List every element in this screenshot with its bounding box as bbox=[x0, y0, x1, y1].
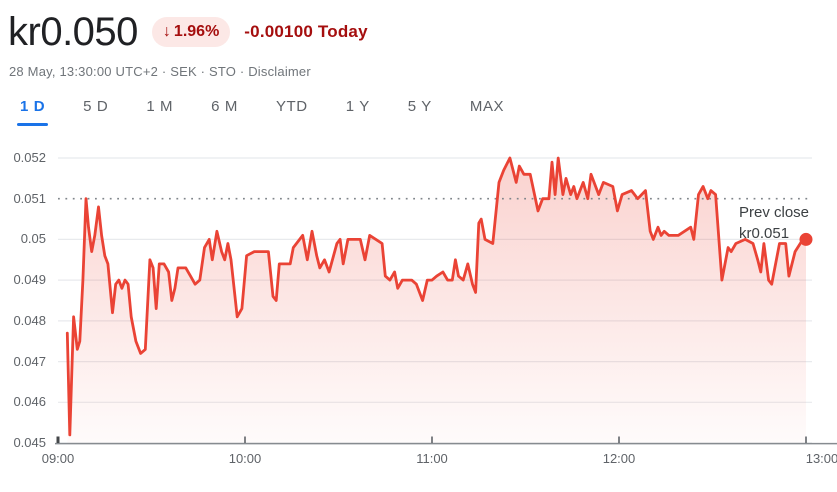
tab-max[interactable]: MAX bbox=[470, 96, 504, 126]
time-range-tabs: 1 D 5 D 1 M 6 M YTD 1 Y 5 Y MAX bbox=[17, 96, 504, 126]
tab-1y[interactable]: 1 Y bbox=[346, 96, 370, 126]
price-line bbox=[65, 156, 808, 437]
tab-5d[interactable]: 5 D bbox=[83, 96, 108, 126]
x-axis-ticks bbox=[56, 436, 807, 443]
x-axis-label: 13:00 bbox=[805, 451, 837, 466]
x-axis-label: 11:00 bbox=[416, 451, 448, 466]
selected-tab-underline bbox=[17, 122, 49, 126]
change-amount: -0.00100 Today bbox=[244, 22, 368, 41]
tab-label: 5 D bbox=[83, 98, 109, 115]
tab-5y[interactable]: 5 Y bbox=[408, 96, 432, 126]
prev-close-line1: Prev close bbox=[739, 204, 810, 221]
tab-label: MAX bbox=[469, 98, 505, 115]
quote-meta: 28 May, 13:30:00 UTC+2 · SEK · STO · Dis… bbox=[9, 64, 311, 79]
x-axis-label: 10:00 bbox=[228, 451, 262, 466]
tab-label: 6 M bbox=[211, 98, 238, 115]
tab-1d[interactable]: 1 D bbox=[17, 96, 49, 126]
y-axis-label: 0.048 bbox=[13, 312, 46, 328]
last-price-dot bbox=[799, 232, 813, 246]
current-price: kr0.050 bbox=[8, 10, 138, 54]
quote-header: kr0.050 ↓ 1.96% -0.00100 Today bbox=[8, 6, 368, 58]
change-percent-value: 1.96% bbox=[173, 23, 220, 40]
disclaimer-link[interactable]: Disclaimer bbox=[248, 64, 311, 79]
price-area-fill bbox=[67, 158, 807, 443]
x-axis-label: 12:00 bbox=[602, 451, 636, 466]
tab-label: 1 M bbox=[146, 98, 174, 115]
tab-label: 1 Y bbox=[345, 98, 370, 115]
tab-label: 1 D bbox=[20, 98, 46, 115]
tab-label: YTD bbox=[275, 98, 308, 115]
y-axis-label: 0.046 bbox=[13, 394, 46, 410]
y-axis-label: 0.049 bbox=[13, 272, 46, 288]
tab-ytd[interactable]: YTD bbox=[276, 96, 308, 126]
y-axis-label: 0.045 bbox=[13, 435, 46, 450]
prev-close-label: Prev close kr0.051 bbox=[739, 203, 809, 244]
y-axis-label: 0.051 bbox=[13, 190, 46, 206]
arrow-down-icon: ↓ bbox=[162, 23, 171, 40]
tab-6m[interactable]: 6 M bbox=[211, 96, 238, 126]
y-axis-label: 0.052 bbox=[13, 150, 46, 165]
y-axis-label: 0.05 bbox=[20, 231, 46, 247]
tab-1m[interactable]: 1 M bbox=[146, 96, 173, 126]
quote-meta-text: 28 May, 13:30:00 UTC+2 · SEK · STO · bbox=[9, 64, 245, 79]
prev-close-line2: kr0.051 bbox=[739, 224, 790, 242]
y-axis-label: 0.047 bbox=[13, 353, 46, 369]
x-axis-label: 09:00 bbox=[41, 451, 75, 466]
tab-label: 5 Y bbox=[407, 98, 432, 115]
change-percent-badge: ↓ 1.96% bbox=[151, 17, 231, 47]
